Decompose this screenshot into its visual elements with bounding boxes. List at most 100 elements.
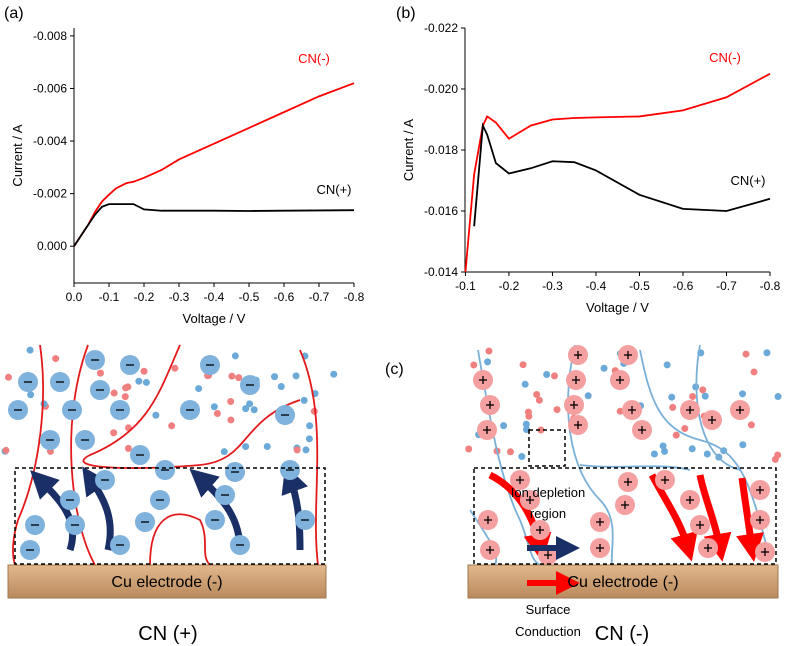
ion-dot	[210, 403, 218, 411]
ion-dot	[661, 447, 669, 455]
panel-label: (c)	[385, 361, 404, 378]
x-tick-label: -0.7	[716, 279, 737, 293]
panel-label: (a)	[4, 5, 24, 22]
series-line	[473, 122, 771, 227]
diagram-art	[1, 344, 782, 566]
ion-dot	[300, 396, 308, 404]
ion-dot	[227, 416, 235, 424]
field-line	[567, 344, 614, 566]
y-tick-label: -0.004	[33, 134, 67, 148]
ion-dot	[535, 396, 543, 404]
field-line	[70, 344, 96, 566]
series-line	[464, 72, 771, 273]
ion-dot	[739, 390, 747, 398]
y-tick-label: -0.016	[424, 204, 458, 218]
ion-dot	[470, 361, 478, 369]
ion-dot	[771, 455, 779, 463]
ion-dot	[121, 393, 129, 401]
x-tick-label: 0.0	[66, 290, 83, 304]
ion-dot	[518, 453, 526, 461]
flow-arrow	[82, 466, 114, 551]
ion-dot	[616, 407, 624, 415]
ion-dot	[122, 384, 130, 392]
flow-arrow	[281, 464, 308, 551]
ion-dot	[40, 400, 48, 408]
ion-dot	[553, 406, 561, 414]
legend-box	[528, 429, 566, 467]
x-tick-label: -0.2	[134, 290, 155, 304]
ion-dot	[739, 441, 747, 449]
ion-dot	[519, 361, 527, 369]
ion-dot	[522, 426, 530, 434]
ion-dot	[750, 368, 758, 376]
ion-dot	[465, 445, 473, 453]
ion-dot	[220, 448, 228, 456]
ion-dot	[672, 431, 680, 439]
ion-dot	[663, 361, 671, 369]
y-tick-label: -0.022	[424, 21, 458, 35]
field-line	[695, 344, 741, 471]
ion-dot	[763, 349, 771, 357]
y-tick-label: -0.002	[33, 187, 67, 201]
panel-label: (b)	[396, 5, 416, 22]
ion-dot	[747, 421, 755, 429]
x-tick-label: -0.6	[274, 290, 295, 304]
field-line	[149, 513, 211, 566]
ion-dot	[110, 429, 118, 437]
x-tick-label: -0.3	[169, 290, 190, 304]
ion-dot	[242, 405, 250, 413]
y-tick-label: 0.000	[37, 239, 67, 253]
depletion-box	[14, 467, 326, 565]
y-axis-title: Current / A	[10, 124, 25, 186]
ion-dot	[228, 372, 236, 380]
x-tick-label: -0.1	[99, 290, 120, 304]
ion-dot	[703, 450, 711, 458]
caption: CN (-)	[595, 623, 649, 645]
ion-dot	[484, 358, 492, 366]
field-line	[17, 344, 44, 521]
series-line	[73, 203, 355, 247]
electrode-label: Cu electrode (-)	[567, 574, 678, 591]
ion-dot	[742, 350, 750, 358]
x-axis-title: Voltage / V	[586, 300, 649, 315]
x-tick-label: -0.8	[760, 279, 781, 293]
electrode-label: Cu electrode (-)	[111, 574, 222, 591]
legend-text: Conduction	[515, 624, 581, 639]
ion-dot	[246, 400, 254, 408]
ion-dot	[669, 403, 677, 411]
ion-dot	[135, 377, 143, 385]
y-tick-label: -0.018	[424, 143, 458, 157]
flow-arrow	[736, 477, 764, 562]
ion-dot	[250, 406, 258, 414]
ion-dot	[227, 397, 235, 405]
flow-arrow	[696, 474, 732, 562]
series-label: CN(-)	[709, 50, 741, 65]
ion-dot	[124, 444, 132, 452]
ion-dot	[688, 445, 696, 453]
ion-dot	[699, 386, 707, 394]
ion-dot	[168, 422, 176, 430]
ion-dot	[110, 389, 118, 397]
ion-dot	[701, 392, 709, 400]
ion-dot	[4, 373, 12, 381]
legend-text: region	[530, 506, 566, 521]
field-line	[299, 349, 319, 566]
ion-dot	[584, 392, 592, 400]
electrode	[467, 564, 779, 599]
x-tick-label: -0.2	[499, 279, 520, 293]
depletion-box	[473, 467, 777, 565]
x-tick-label: -0.8	[344, 290, 365, 304]
ion-dot	[140, 367, 148, 375]
ion-dot	[195, 385, 203, 393]
y-tick-label: -0.006	[33, 81, 67, 95]
ion-dot	[650, 450, 658, 458]
legend-text: Surface	[526, 602, 571, 617]
ion-dot	[271, 373, 279, 381]
electrode	[7, 564, 327, 599]
ion-dot	[277, 383, 285, 391]
x-axis-title: Voltage / V	[183, 311, 246, 326]
ion-dot	[2, 446, 10, 454]
ion-dot	[302, 446, 310, 454]
ion-dot	[293, 446, 301, 454]
ion-dot	[533, 391, 541, 399]
